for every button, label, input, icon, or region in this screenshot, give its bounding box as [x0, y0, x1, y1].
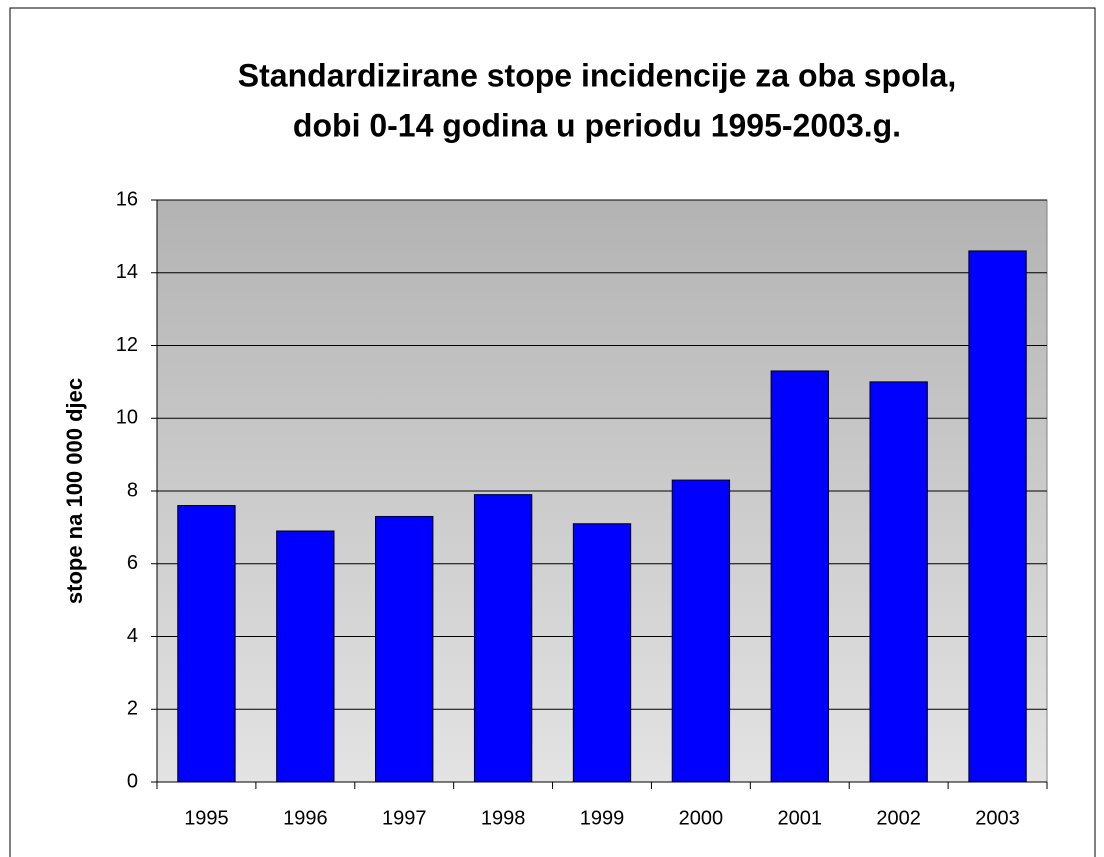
y-tick-label: 2	[127, 698, 138, 720]
y-tick-label: 16	[116, 188, 138, 210]
x-tick-label: 1997	[382, 807, 427, 829]
y-tick-label: 4	[127, 625, 138, 647]
x-tick-label: 1996	[283, 807, 328, 829]
y-tick-label: 12	[116, 334, 138, 356]
bar	[968, 250, 1027, 783]
y-tick-label: 14	[116, 261, 138, 283]
x-tick-label: 2002	[876, 807, 921, 829]
bar	[869, 381, 928, 783]
chart-title: dobi 0-14 godina u periodu 1995-2003.g.	[293, 107, 901, 143]
x-tick-label: 2001	[778, 807, 823, 829]
y-axis-label: stope na 100 000 djec	[62, 378, 87, 604]
y-tick-label: 8	[127, 479, 138, 501]
x-tick-label: 2000	[679, 807, 724, 829]
chart-title: Standardizirane stope incidencije za oba…	[238, 57, 956, 93]
y-tick-label: 0	[127, 770, 138, 792]
x-tick-label: 1995	[184, 807, 229, 829]
y-tick-label: 10	[116, 407, 138, 429]
x-tick-label: 1999	[580, 807, 625, 829]
bar	[276, 530, 335, 783]
bar	[473, 494, 533, 783]
bar	[375, 515, 434, 783]
x-tick-label: 2003	[975, 807, 1020, 829]
x-tick-label: 1998	[481, 807, 526, 829]
bar	[770, 370, 829, 783]
bar	[572, 523, 632, 783]
y-tick-label: 6	[127, 552, 138, 574]
bar	[671, 479, 731, 783]
bar	[177, 505, 236, 783]
